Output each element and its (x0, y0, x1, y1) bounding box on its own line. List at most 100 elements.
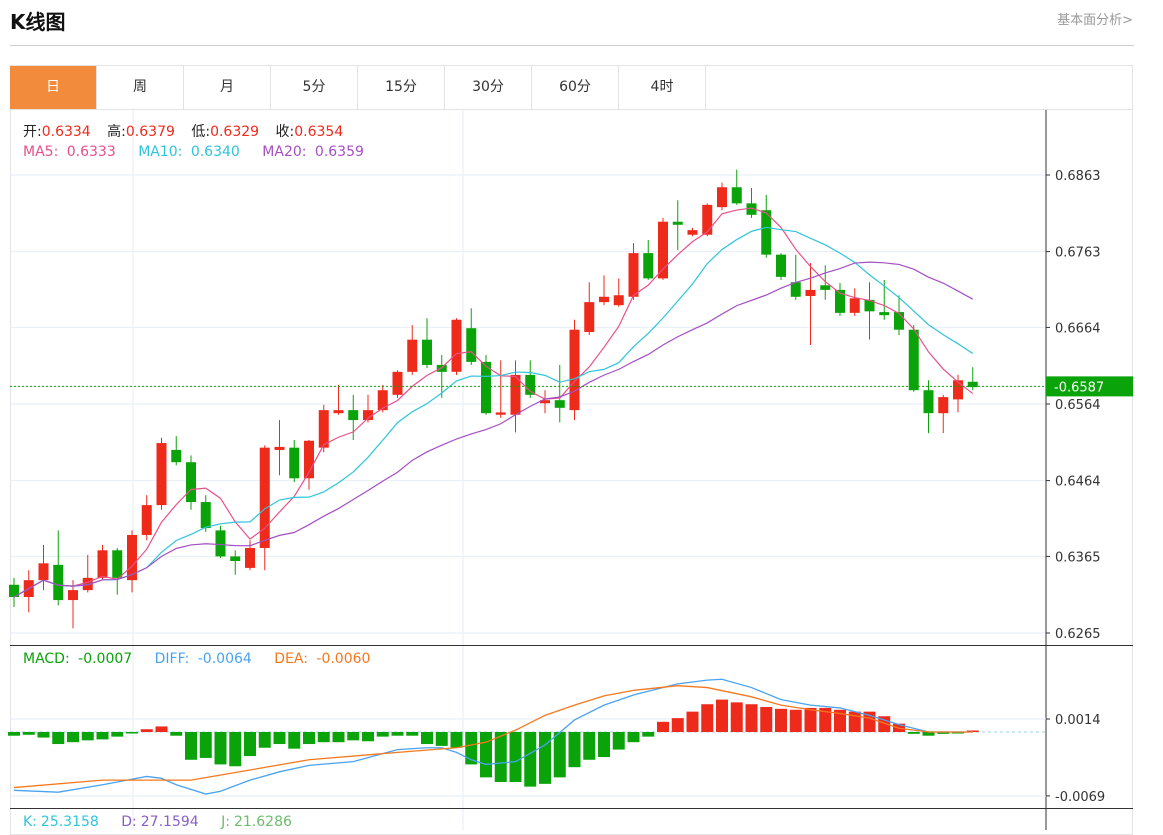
k-value: 25.3158 (40, 814, 99, 830)
candle (200, 495, 211, 532)
candle-body (953, 380, 963, 400)
low-value: 0.6329 (210, 124, 260, 140)
candle-body (392, 371, 403, 395)
tab-month[interactable]: 月 (184, 66, 271, 109)
ma10-value: 0.6340 (190, 144, 240, 160)
candle (554, 364, 565, 423)
candle (525, 360, 536, 398)
candle-body (628, 253, 639, 297)
macd-label: MACD: (23, 651, 70, 667)
d-legend-item: D: 27.1594 (121, 814, 202, 830)
candle (510, 360, 521, 433)
macd-bar (96, 732, 109, 740)
macd-tick-label: -0.0069 (1055, 790, 1105, 805)
candle-body (894, 312, 904, 330)
candle (171, 436, 182, 466)
macd-bar (907, 732, 920, 734)
candle (82, 554, 93, 593)
candle (938, 394, 949, 434)
candle (672, 200, 683, 251)
macd-value: -0.0007 (78, 651, 133, 667)
open-value: 0.6334 (41, 124, 91, 140)
candle-body (377, 390, 388, 411)
candle-body (599, 296, 609, 303)
candle-body (259, 447, 270, 548)
candle-body (112, 550, 123, 578)
candle (436, 354, 447, 398)
macd-bar (966, 730, 979, 732)
candle (407, 325, 418, 375)
tab-30min[interactable]: 30分 (445, 66, 532, 109)
candle (53, 530, 64, 606)
candle-body (672, 221, 683, 225)
macd-bar (170, 732, 183, 736)
macd-bar (435, 732, 448, 746)
candle (702, 203, 713, 237)
candle-body (540, 400, 550, 404)
candle (761, 194, 772, 258)
price-tick-label: 0.6664 (1055, 321, 1101, 336)
candle-body (908, 329, 919, 391)
ma20-line (13, 261, 974, 598)
macd-bar (450, 732, 463, 748)
ma10-line (13, 226, 974, 598)
candle-body (363, 410, 373, 421)
candle (112, 547, 123, 595)
macd-bar (760, 707, 773, 732)
candle (156, 437, 167, 510)
candle (849, 288, 860, 316)
d-label: D: (121, 814, 137, 830)
j-label: J: (221, 814, 230, 830)
macd-bar (553, 732, 566, 778)
fundamental-analysis-link[interactable]: 基本面分析> (1057, 13, 1133, 28)
high-value: 0.6379 (125, 124, 175, 140)
candle-body (938, 397, 949, 414)
macd-bar (111, 732, 124, 737)
candle (68, 580, 78, 629)
macd-bar (524, 732, 537, 787)
macd-bar (244, 732, 256, 757)
candle-body (879, 312, 890, 316)
candle (215, 525, 226, 558)
tab-week[interactable]: 周 (97, 66, 184, 109)
candle-body (422, 339, 432, 365)
candle-body (717, 187, 727, 208)
tab-day[interactable]: 日 (10, 66, 97, 109)
macd-bar (406, 732, 419, 736)
candle-body (967, 381, 978, 388)
macd-bar (598, 732, 610, 757)
macd-bar (317, 732, 330, 743)
candle (274, 420, 285, 476)
diff-label: DIFF: (154, 651, 190, 667)
candle-body (230, 556, 241, 562)
candle-body (68, 590, 78, 601)
open-label: 开: (23, 124, 42, 140)
tab-5min[interactable]: 5分 (271, 66, 358, 109)
tab-60min[interactable]: 60分 (532, 66, 619, 109)
candle (422, 318, 432, 369)
dea-line (13, 685, 973, 789)
candle-body (156, 443, 167, 506)
candle-body (746, 203, 757, 215)
dea-legend-item: DEA: -0.0060 (274, 651, 374, 667)
macd-bar (937, 732, 950, 734)
ma20-legend: MA20: 0.6359 (262, 144, 368, 160)
macd-bar (421, 732, 433, 745)
macd-bar (391, 732, 404, 736)
macd-bar (716, 699, 728, 732)
tab-4hour[interactable]: 4时 (619, 66, 706, 109)
macd-bar (258, 732, 271, 748)
candle (304, 439, 314, 490)
high-label: 高: (107, 124, 126, 140)
ma5-value: 0.6333 (66, 144, 116, 160)
close-value: 0.6354 (294, 124, 344, 140)
k-label: K: (23, 814, 37, 830)
ohlc-legend: 开:0.6334 高:0.6379 低:0.6329 收:0.6354 (23, 121, 347, 141)
dea-value: -0.0060 (316, 651, 371, 667)
ma20-value: 0.6359 (314, 144, 364, 160)
candle-body (776, 254, 786, 277)
macd-bar (730, 702, 743, 732)
tab-15min[interactable]: 15分 (358, 66, 445, 109)
candle-body (835, 289, 845, 313)
